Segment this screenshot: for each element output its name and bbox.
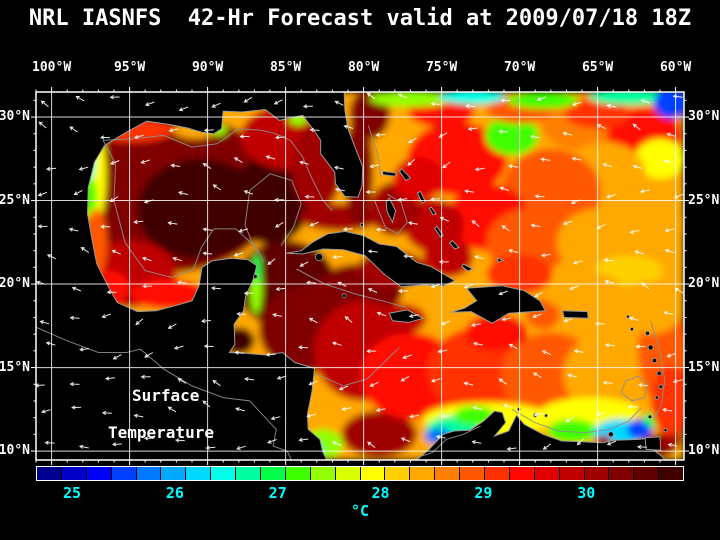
colorbar-segment (634, 467, 660, 480)
lat-label: 25°N (0, 192, 30, 208)
colorbar-segment (435, 467, 461, 480)
lat-label: 20°N (0, 276, 30, 292)
lon-label: 70°W (503, 60, 536, 75)
map-layers (36, 92, 684, 460)
colorbar-segment (236, 467, 262, 480)
temperature-label: Temperature (108, 423, 214, 442)
colorbar-segment (584, 467, 610, 480)
lat-label: 25°N (688, 192, 720, 208)
lat-label: 20°N (688, 276, 720, 292)
lat-label: 30°N (0, 109, 30, 125)
surface-label: Surface (132, 386, 200, 405)
colorbar-tick-label: 27 (268, 484, 287, 502)
colorbar-unit: °C (350, 502, 370, 520)
colorbar-segment (111, 467, 137, 480)
colorbar-labels: 25 26 27 28 29 30 (36, 484, 684, 502)
colorbar-segment (310, 467, 336, 480)
colorbar-segment (509, 467, 535, 480)
lat-axis-right: 30°N 25°N 20°N 15°N 10°N (687, 0, 720, 540)
graticule (36, 92, 684, 460)
colorbar-segment (285, 467, 311, 480)
axis-ticks (31, 87, 689, 465)
lon-label: 65°W (581, 60, 614, 75)
colorbar-segment (136, 467, 162, 480)
wind-vectors (36, 92, 684, 451)
colorbar-segment (534, 467, 560, 480)
page-title: NRL IASNFS 42-Hr Forecast valid at 2009/… (28, 6, 692, 31)
colorbar-segment (86, 467, 112, 480)
colorbar-tick-label: 29 (474, 484, 493, 502)
lon-label: 90°W (191, 60, 224, 75)
colorbar-segment (161, 467, 187, 480)
colorbar-tick-label: 30 (577, 484, 596, 502)
colorbar-segment (186, 467, 212, 480)
map-frame (35, 91, 685, 461)
lon-label: 60°W (659, 60, 692, 75)
lon-label: 95°W (113, 60, 146, 75)
colorbar-segment (385, 467, 411, 480)
colorbar-swatches (36, 466, 684, 481)
lon-label: 75°W (425, 60, 458, 75)
colorbar-segment (559, 467, 585, 480)
lon-label: 100°W (32, 60, 72, 75)
lat-axis-left: 30°N 25°N 20°N 15°N 10°N (0, 0, 33, 540)
colorbar-tick-label: 26 (165, 484, 184, 502)
colorbar-segment (360, 467, 386, 480)
lat-label: 15°N (0, 359, 30, 375)
colorbar-segment (460, 467, 486, 480)
lon-label: 80°W (347, 60, 380, 75)
colorbar-tick-label: 25 (62, 484, 82, 502)
colorbar-segment (659, 467, 684, 480)
map-svg (31, 87, 689, 465)
colorbar-segment (261, 467, 286, 480)
colorbar-segment (211, 467, 237, 480)
colorbar-segment (485, 467, 510, 480)
lat-label: 10°N (688, 443, 720, 459)
lat-label: 30°N (688, 109, 720, 125)
colorbar-segment (61, 467, 87, 480)
lat-label: 15°N (688, 359, 720, 375)
colorbar-segment (37, 467, 62, 480)
map-canvas (28, 84, 692, 468)
lon-label: 85°W (269, 60, 302, 75)
colorbar-tick-label: 28 (371, 484, 390, 502)
colorbar-segment (410, 467, 436, 480)
lat-label: 10°N (0, 443, 30, 459)
lon-axis: 100°W 95°W 90°W 85°W 80°W 75°W 70°W 65°W 60°W (0, 60, 720, 77)
colorbar-segment (609, 467, 635, 480)
colorbar-segment (335, 467, 361, 480)
